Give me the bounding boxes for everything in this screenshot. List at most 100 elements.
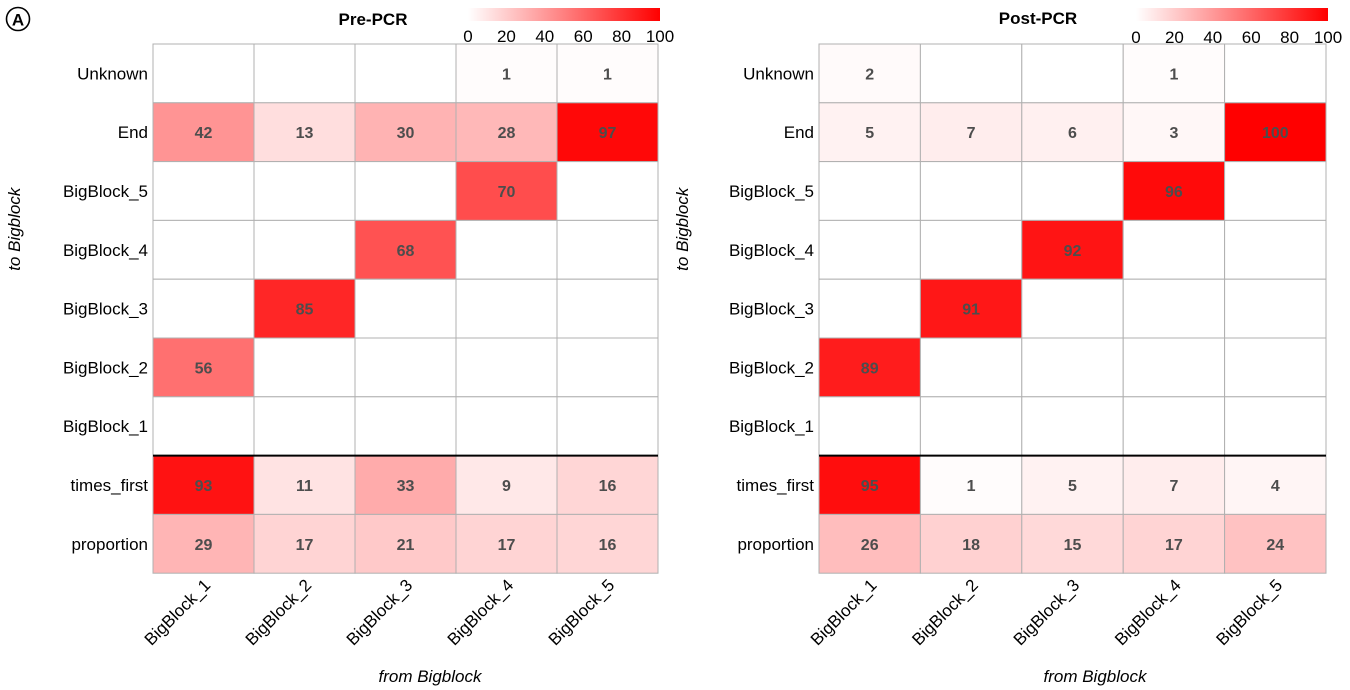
heatmap-cell — [253, 513, 356, 574]
heatmap-cell — [253, 455, 356, 515]
cell-value-label: 13 — [296, 125, 314, 142]
y-tick-label: End — [784, 123, 814, 142]
heatmap-cell — [1224, 337, 1327, 398]
heatmap-cell — [354, 219, 457, 280]
heatmap-cell — [1021, 278, 1124, 339]
y-tick-label: proportion — [71, 535, 148, 554]
color-scale-tick-label: 40 — [1203, 28, 1222, 47]
y-tick-label: BigBlock_2 — [63, 358, 148, 377]
heatmap-cell — [1122, 337, 1226, 398]
x-tick-label: BigBlock_2 — [242, 576, 316, 650]
heatmap-cell — [1122, 219, 1226, 280]
color-scale-tick-label: 40 — [535, 27, 554, 46]
heatmap-cell — [1021, 43, 1124, 104]
heatmap-cell — [455, 278, 558, 339]
cell-value-label: 16 — [599, 537, 617, 554]
heatmap-cell — [919, 102, 1023, 163]
y-tick-label: BigBlock_4 — [729, 241, 814, 260]
color-scale-tick-label: 0 — [463, 27, 472, 46]
chart-title: Post-PCR — [999, 9, 1077, 28]
cell-value-label: 89 — [861, 360, 879, 377]
heatmap-cell — [152, 396, 255, 457]
cell-value-label: 28 — [498, 125, 516, 142]
heatmap-cell — [354, 43, 457, 104]
cell-value-label: 6 — [1068, 125, 1077, 142]
color-scale-tick-label: 60 — [574, 27, 593, 46]
heatmap-cell — [455, 102, 558, 163]
y-axis-title: to Bigblock — [673, 186, 692, 271]
heatmap-cell — [556, 337, 659, 398]
heatmap-cell — [152, 337, 255, 398]
cell-value-label: 96 — [1165, 184, 1183, 201]
panel-letter: A — [5, 6, 31, 32]
color-scale-tick-label: 100 — [1314, 28, 1342, 47]
y-tick-label: Unknown — [743, 64, 814, 83]
chart-title: Pre-PCR — [339, 10, 408, 29]
heatmap-cell — [1122, 513, 1226, 574]
heatmap-cell — [818, 43, 921, 104]
heatmap-cell — [1224, 513, 1327, 574]
color-scale-tick-label: 20 — [497, 27, 516, 46]
heatmap-cell — [455, 337, 558, 398]
cell-value-label: 30 — [397, 125, 415, 142]
heatmap-cell — [253, 219, 356, 280]
heatmap-cell — [354, 455, 457, 515]
x-tick-label: BigBlock_1 — [141, 576, 215, 650]
heatmap-cell — [1021, 396, 1124, 457]
cell-value-label: 11 — [296, 478, 313, 495]
color-scale-tick-label: 80 — [1280, 28, 1299, 47]
color-scale-tick-label: 20 — [1165, 28, 1184, 47]
heatmap-cell — [152, 219, 255, 280]
y-tick-label: times_first — [71, 476, 149, 495]
cell-value-label: 29 — [195, 537, 213, 554]
cell-value-label: 100 — [1262, 125, 1289, 142]
cell-value-label: 95 — [861, 478, 879, 495]
heatmap-cell — [354, 161, 457, 221]
cell-value-label: 7 — [967, 125, 976, 142]
cell-value-label: 68 — [397, 243, 415, 260]
heatmap-cell — [818, 396, 921, 457]
heatmap-cell — [253, 161, 356, 221]
heatmap-cell — [1021, 102, 1124, 163]
cell-value-label: 17 — [1165, 537, 1183, 554]
cell-value-label: 1 — [1169, 66, 1178, 83]
cell-value-label: 18 — [962, 537, 980, 554]
cell-value-label: 7 — [1169, 478, 1178, 495]
heatmap-cell — [1021, 455, 1124, 515]
x-tick-label: BigBlock_3 — [1010, 576, 1084, 650]
color-scale-tick-label: 100 — [646, 27, 674, 46]
heatmap-cell — [1122, 161, 1226, 221]
heatmap-cell — [919, 161, 1023, 221]
heatmap-cell — [1224, 396, 1327, 457]
heatmap-cell — [152, 161, 255, 221]
cell-value-label: 5 — [865, 125, 874, 142]
cell-value-label: 3 — [1169, 125, 1178, 142]
color-scale-bar — [1136, 8, 1328, 21]
cell-value-label: 17 — [498, 537, 516, 554]
cell-value-label: 92 — [1064, 243, 1082, 260]
x-tick-label: BigBlock_5 — [545, 576, 619, 650]
cell-value-label: 97 — [599, 125, 617, 142]
heatmap-cell — [818, 219, 921, 280]
heatmap-cell — [556, 396, 659, 457]
heatmap-cell — [1224, 161, 1327, 221]
x-axis-title: from Bigblock — [379, 667, 483, 686]
y-tick-label: BigBlock_5 — [729, 182, 814, 201]
heatmap-cell — [455, 396, 558, 457]
heatmap-cell — [1224, 43, 1327, 104]
cell-value-label: 91 — [962, 302, 980, 319]
cell-value-label: 5 — [1068, 478, 1077, 495]
heatmap-cell — [152, 278, 255, 339]
cell-value-label: 70 — [498, 184, 516, 201]
y-tick-label: Unknown — [77, 64, 148, 83]
color-scale-tick-label: 60 — [1242, 28, 1261, 47]
cell-value-label: 26 — [861, 537, 879, 554]
heatmap-cell — [253, 278, 356, 339]
x-tick-label: BigBlock_1 — [807, 576, 881, 650]
x-tick-label: BigBlock_5 — [1213, 576, 1287, 650]
y-tick-label: BigBlock_3 — [63, 300, 148, 319]
heatmap-cell — [919, 396, 1023, 457]
heatmap-cell — [354, 396, 457, 457]
